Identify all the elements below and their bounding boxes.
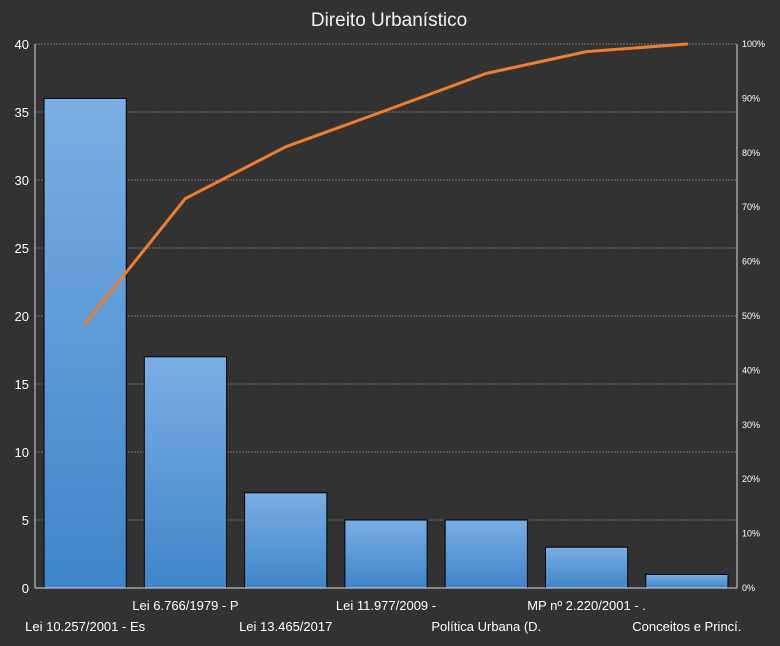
category-label: Conceitos e Princí. bbox=[632, 619, 741, 634]
y2-tick-label: 10% bbox=[742, 529, 760, 539]
bar bbox=[244, 492, 328, 589]
y-tick-label: 40 bbox=[15, 37, 29, 52]
y2-tick-label: 50% bbox=[742, 311, 760, 321]
y-tick-label: 20 bbox=[15, 309, 29, 324]
category-label: Lei 6.766/1979 - P bbox=[132, 598, 238, 613]
y2-tick-label: 90% bbox=[742, 93, 760, 103]
bar bbox=[544, 546, 629, 589]
y2-tick-label: 30% bbox=[742, 420, 760, 430]
axes: 0 5 10 15 20 25 30 35 40 0% 10% 20% 30% 40% 50% 60% 70% 8… bbox=[15, 37, 766, 634]
y-tick-label: 10 bbox=[15, 445, 29, 460]
cumulative-point bbox=[83, 322, 87, 326]
bar bbox=[645, 573, 729, 589]
gridlines bbox=[35, 43, 737, 521]
cumulative-point bbox=[183, 196, 187, 200]
cumulative-point bbox=[384, 108, 388, 112]
y-tick-label: 5 bbox=[22, 513, 29, 528]
y-tick-label: 15 bbox=[15, 377, 29, 392]
bars bbox=[43, 97, 729, 589]
bar bbox=[344, 519, 428, 589]
y2-tick-label: 70% bbox=[742, 202, 760, 212]
category-label: MP nº 2.220/2001 - . bbox=[527, 598, 646, 613]
cumulative-point bbox=[685, 42, 689, 46]
cumulative-point bbox=[284, 145, 288, 149]
bar bbox=[143, 356, 228, 589]
category-label: Lei 11.977/2009 - bbox=[336, 598, 436, 613]
cumulative-point bbox=[585, 50, 589, 54]
category-label: Lei 13.465/2017 bbox=[239, 619, 332, 634]
y-tick-label: 25 bbox=[15, 241, 29, 256]
y-tick-label: 0 bbox=[22, 581, 29, 596]
y2-tick-label: 20% bbox=[742, 474, 760, 484]
category-label: Lei 10.257/2001 - Es bbox=[25, 619, 145, 634]
y-tick-label: 35 bbox=[15, 105, 29, 120]
category-label: Política Urbana (D. bbox=[431, 619, 541, 634]
y2-tick-label: 40% bbox=[742, 365, 760, 375]
y2-tick-label: 100% bbox=[742, 39, 765, 49]
cumulative-point bbox=[484, 71, 488, 75]
y-tick-label: 30 bbox=[15, 173, 29, 188]
y2-tick-label: 0% bbox=[742, 583, 755, 593]
cumulative-line-layer bbox=[83, 42, 689, 326]
bar bbox=[43, 97, 127, 589]
y2-tick-label: 60% bbox=[742, 257, 760, 267]
bar bbox=[444, 519, 528, 589]
chart-title: Direito Urbanístico bbox=[311, 10, 467, 31]
cumulative-line bbox=[83, 42, 687, 325]
y2-tick-label: 80% bbox=[742, 148, 760, 158]
